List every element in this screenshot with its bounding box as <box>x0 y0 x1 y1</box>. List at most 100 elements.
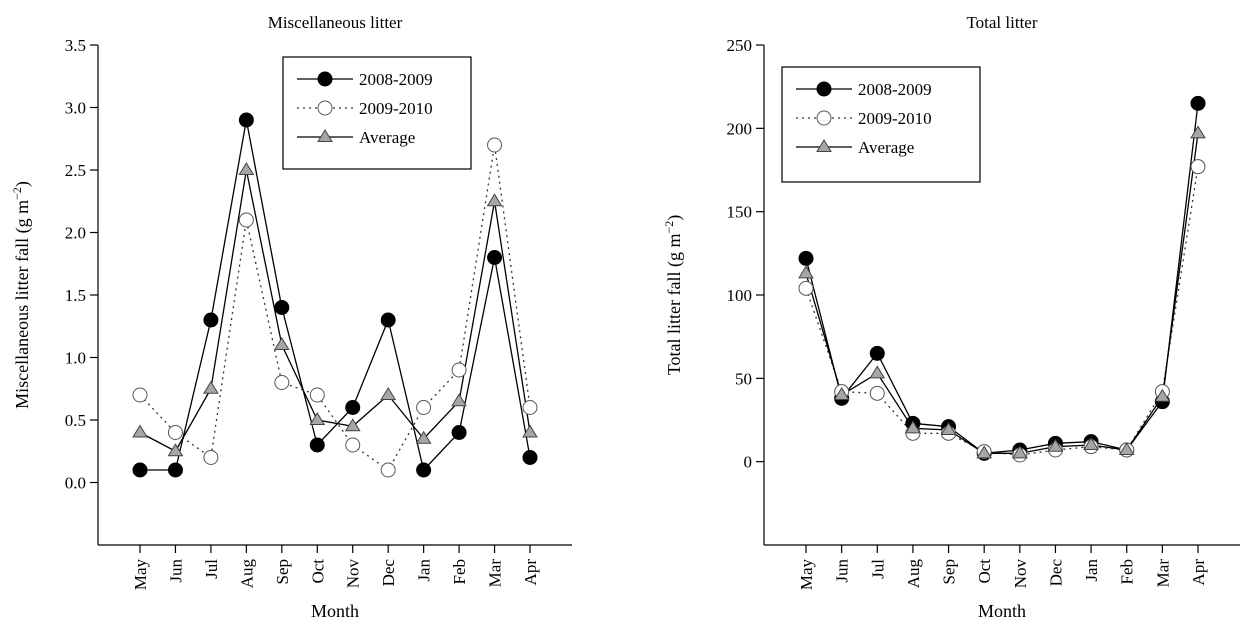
series-line-2009-2010 <box>139 144 531 471</box>
y-axis-label-close: ) <box>664 215 685 221</box>
x-axis-label: Month <box>978 601 1026 621</box>
chart-title: Total litter <box>966 13 1037 32</box>
data-point-Average-Feb <box>1118 442 1135 456</box>
x-tick-label: Mar <box>1153 559 1172 588</box>
data-point-2008-2009-Apr <box>1190 95 1206 111</box>
data-point-2009-2010-Oct <box>309 387 325 403</box>
data-point-2008-2009-Sep <box>274 300 290 315</box>
y-axis-label: Total litter fall (g m−2) <box>662 215 685 375</box>
data-point-2008-2009-Dec <box>380 312 396 328</box>
data-point-Average-Aug <box>238 162 255 176</box>
data-point-2009-2010-Jun <box>167 425 183 440</box>
data-point-Average-May <box>132 424 148 438</box>
legend-marker-Average <box>816 139 832 153</box>
data-point-Average-Apr <box>522 424 538 438</box>
data-point-2008-2009-Aug <box>238 112 254 128</box>
data-point-2008-2009-Oct <box>309 437 325 453</box>
x-tick-label: Jun <box>166 559 185 583</box>
y-tick-label: 200 <box>727 119 753 138</box>
y-tick-label: 2.5 <box>65 161 86 180</box>
data-point-Average-Jul <box>203 380 219 394</box>
legend-box <box>282 56 472 170</box>
x-tick-label: Feb <box>450 559 469 585</box>
data-point-Average-Nov <box>344 418 361 432</box>
legend-marker-2008-2009 <box>816 81 832 97</box>
y-tick-label: 1.0 <box>65 349 86 368</box>
data-point-Average-Jun <box>167 443 184 457</box>
x-tick-label: Feb <box>1118 559 1137 585</box>
x-tick-label: Oct <box>975 559 994 584</box>
series-line-2008-2009 <box>140 119 531 472</box>
data-point-2009-2010-Dec <box>380 462 396 478</box>
legend-label-2008-2009: 2008-2009 <box>359 70 433 89</box>
y-axis-label-text: Miscellaneous litter fall (g m <box>12 200 33 409</box>
data-point-2008-2009-May <box>132 462 148 478</box>
chart-title: Miscellaneous litter <box>268 13 403 32</box>
legend-marker-2009-2010 <box>317 100 333 116</box>
y-tick-label: 3.0 <box>65 99 86 118</box>
data-point-2008-2009-Jul <box>203 312 219 328</box>
y-tick-label: 0.5 <box>65 411 86 430</box>
legend-label-Average: Average <box>359 128 415 147</box>
data-point-2009-2010-Feb <box>451 362 467 378</box>
x-tick-label: Dec <box>379 559 398 587</box>
legend-label-2009-2010: 2009-2010 <box>359 99 433 118</box>
data-point-Average-Jul <box>869 365 886 379</box>
data-point-2008-2009-May <box>798 250 814 266</box>
data-point-2009-2010-Mar <box>487 137 503 153</box>
y-tick-label: 100 <box>727 286 753 305</box>
data-point-Average-Mar <box>486 193 503 207</box>
legend-label-Average: Average <box>858 138 914 157</box>
data-point-Average-Jan <box>415 430 432 444</box>
data-point-Average-Oct <box>309 412 326 426</box>
y-tick-label: 1.5 <box>65 286 86 305</box>
y-tick-label: 3.5 <box>65 36 86 55</box>
data-point-2009-2010-Nov <box>345 437 361 453</box>
legend-label-2009-2010: 2009-2010 <box>858 109 932 128</box>
data-point-2009-2010-Aug <box>238 212 254 228</box>
y-tick-label: 0.0 <box>65 474 86 493</box>
data-point-Average-Dec <box>380 387 397 401</box>
data-point-2008-2009-Jul <box>869 345 885 361</box>
data-point-2009-2010-Jul <box>203 450 219 465</box>
x-tick-label: Dec <box>1046 559 1065 587</box>
x-tick-label: Oct <box>308 559 327 584</box>
x-tick-label: Sep <box>940 559 959 585</box>
data-point-Average-Oct <box>976 445 993 459</box>
x-tick-label: May <box>797 559 816 591</box>
data-point-2008-2009-Jan <box>416 462 432 478</box>
y-tick-label: 2.0 <box>65 224 86 243</box>
data-point-Average-Sep <box>940 422 957 436</box>
series-line-Average <box>139 169 531 453</box>
x-axis-label: Month <box>311 601 359 621</box>
x-tick-label: Nov <box>1011 559 1030 589</box>
x-tick-label: Aug <box>237 559 256 589</box>
data-point-Average-Nov <box>1011 445 1028 459</box>
x-tick-label: Apr <box>1189 559 1208 586</box>
data-point-Average-Feb <box>451 393 467 407</box>
x-tick-label: Jan <box>1082 559 1101 582</box>
chart-2: Total litter 0 50 100 150 200 250 May Jun Jul Aug S… <box>662 13 1240 621</box>
legend: 2008-2009 2009-2010 Average <box>781 66 981 183</box>
series-line-2009-2010 <box>805 166 1199 456</box>
data-point-2009-2010-Sep <box>274 375 290 390</box>
x-tick-label: Jul <box>202 559 221 579</box>
data-point-2009-2010-Apr <box>522 400 538 415</box>
x-tick-label: Sep <box>273 559 292 585</box>
legend-label-2008-2009: 2008-2009 <box>858 80 932 99</box>
y-axis-label-close: ) <box>12 181 33 187</box>
x-tick-label: Nov <box>344 559 363 589</box>
y-tick-label: 250 <box>727 36 753 55</box>
legend-marker-Average <box>317 129 333 143</box>
y-axis-label: Miscellaneous litter fall (g m−2) <box>10 181 33 409</box>
x-tick-label: May <box>131 559 150 591</box>
data-point-2008-2009-Apr <box>522 450 538 465</box>
x-tick-label: Aug <box>904 559 923 589</box>
legend-box <box>781 66 981 183</box>
data-point-2008-2009-Nov <box>345 400 361 415</box>
legend-marker-2008-2009 <box>317 71 333 87</box>
data-point-2008-2009-Mar <box>487 250 503 265</box>
data-point-2009-2010-May <box>798 280 814 296</box>
chart-1: Miscellaneous litter 0.0 0.5 1.0 1.5 2.0 2.5 3.… <box>10 13 572 621</box>
